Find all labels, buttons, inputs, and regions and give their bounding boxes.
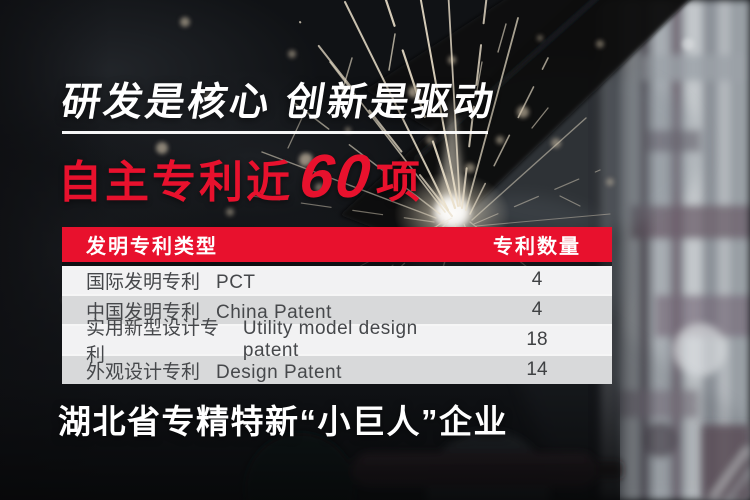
title-underline xyxy=(62,131,488,134)
subtitle-prefix: 自主专利近 xyxy=(58,158,293,207)
row-type-en: Design Patent xyxy=(216,361,342,383)
row-count: 18 xyxy=(526,329,548,350)
row-count: 4 xyxy=(531,299,543,320)
row-type-zh: 国际发明专利 xyxy=(86,271,201,293)
patent-table: 发明专利类型 专利数量 国际发明专利 PCT 4 中国发明专利 China Pa… xyxy=(62,227,612,384)
banner-title: 研发是核心 创新是驱动 xyxy=(58,81,500,124)
table-row: 国际发明专利 PCT 4 xyxy=(62,266,612,294)
patent-count-headline: 自主专利近 60 项 xyxy=(58,142,420,210)
subtitle-number: 60 xyxy=(296,142,376,210)
row-type-en: China Patent xyxy=(216,301,332,323)
table-row: 中国发明专利 China Patent 4 xyxy=(62,294,612,324)
table-row: 外观设计专利 Design Patent 14 xyxy=(62,354,612,384)
row-type-en: Utility model design patent xyxy=(242,318,418,361)
bokeh-dots xyxy=(63,17,694,303)
banner-footer: 湖北省专精特新“小巨人”企业 xyxy=(58,403,508,440)
row-count: 4 xyxy=(531,269,543,290)
row-type-en: PCT xyxy=(216,271,256,293)
table-row: 实用新型设计专利 Utility model design patent 18 xyxy=(62,318,612,366)
header-count-label: 专利数量 xyxy=(493,236,581,258)
row-count: 14 xyxy=(526,359,548,380)
subtitle-suffix: 项 xyxy=(375,158,420,207)
row-type-zh: 实用新型设计专利 xyxy=(86,318,220,366)
row-type-zh: 外观设计专利 xyxy=(86,361,201,383)
header-type-label: 发明专利类型 xyxy=(86,236,218,258)
row-type-zh: 中国发明专利 xyxy=(86,301,201,323)
table-header-gap xyxy=(62,262,612,266)
patent-table-header: 发明专利类型 专利数量 xyxy=(62,227,612,262)
